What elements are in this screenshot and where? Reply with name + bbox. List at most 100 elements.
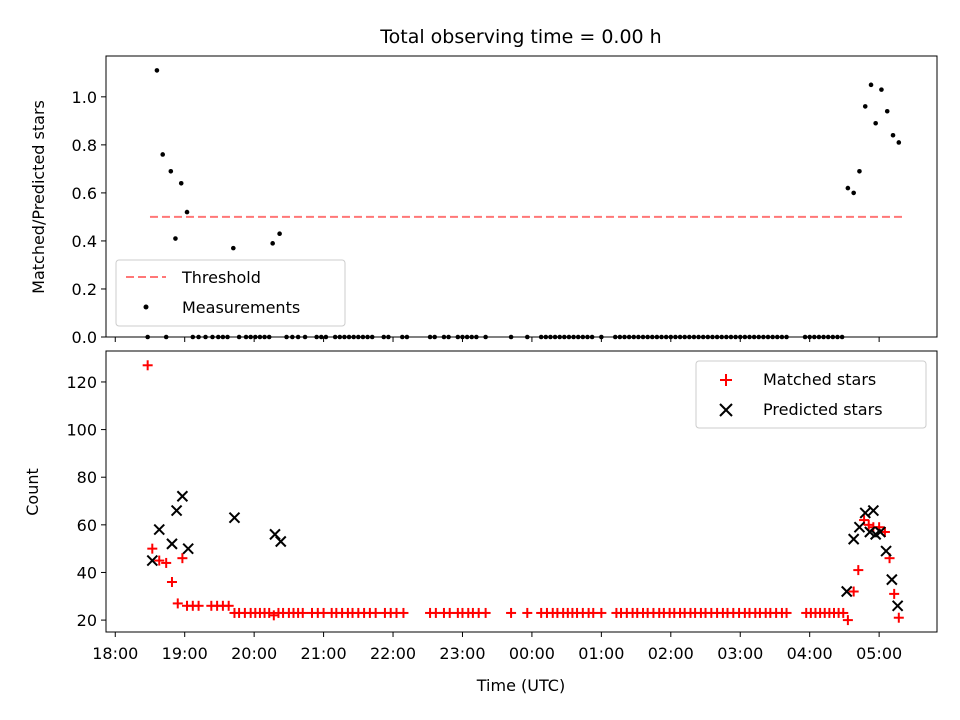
predicted-star-point — [864, 526, 876, 538]
matched-star-point — [177, 553, 188, 564]
matched-legend-label: Matched stars — [763, 370, 876, 389]
predicted-star-point — [176, 490, 189, 502]
ratio-y-tick-label: 1.0 — [72, 88, 97, 107]
predicted-star-point — [859, 507, 871, 519]
ratio-y-tick-label: 0.2 — [72, 280, 97, 299]
matched-star-point — [147, 543, 158, 554]
count-x-tick-label: 18:00 — [92, 644, 138, 663]
measurement-point — [873, 120, 878, 126]
measurement-point — [168, 168, 174, 174]
matched-star-point — [161, 557, 172, 568]
predicted-star-point — [182, 542, 194, 555]
matched-star-point — [142, 360, 153, 371]
measurement-point — [879, 87, 884, 92]
count-x-tick-label: 20:00 — [231, 644, 277, 663]
count-x-tick-label: 00:00 — [509, 644, 555, 663]
predicted-star-point — [153, 523, 165, 536]
measurements-legend-swatch — [143, 304, 149, 310]
measurement-point — [270, 241, 275, 246]
count-x-tick-label: 01:00 — [578, 644, 624, 663]
count-x-axis-label: Time (UTC) — [476, 676, 565, 695]
measurement-point — [173, 236, 178, 241]
count-y-axis-label: Count — [23, 468, 42, 516]
count-x-tick-label: 22:00 — [370, 644, 416, 663]
matched-star-point — [297, 607, 308, 618]
measurement-point — [896, 140, 902, 145]
ratio-y-tick-label: 0.4 — [72, 232, 97, 251]
matched-star-point — [166, 576, 177, 587]
measurements-legend-label: Measurements — [182, 298, 300, 317]
count-y-tick-label: 20 — [77, 611, 97, 630]
predicted-star-point — [847, 533, 860, 545]
matched-star-point — [480, 607, 491, 618]
count-legend-box — [695, 360, 927, 429]
count-y-axis: 20 40 60 80 100 120 — [66, 373, 106, 630]
ratio-y-tick-label: 0.6 — [72, 184, 97, 203]
measurement-point — [184, 209, 190, 215]
measurement-point — [884, 108, 890, 114]
count-x-tick-label: 21:00 — [301, 644, 347, 663]
measurement-point — [277, 231, 282, 237]
count-x-tick-label: 23:00 — [439, 644, 485, 663]
measurement-point — [890, 132, 896, 138]
ratio-y-tick-label: 0.0 — [72, 328, 97, 347]
matched-star-point — [893, 612, 904, 623]
ratio-panel: Total observing time = 0.00 h 0.0 0.2 0.4 0… — [29, 26, 938, 347]
ratio-y-axis-label: Matched/Predicted stars — [29, 100, 48, 294]
count-axes-frame — [105, 350, 938, 633]
predicted-star-point — [146, 554, 159, 567]
count-x-axis: 18:00 19:00 20:00 21:00 22:00 23:00 00:00 01:00… — [92, 632, 902, 663]
count-legend: Matched stars Predicted stars — [695, 360, 927, 429]
predicted-star-point — [886, 573, 898, 586]
measurement-point — [857, 168, 862, 174]
count-y-tick-label: 80 — [77, 468, 97, 487]
chart-title: Total observing time = 0.00 h — [379, 26, 661, 48]
measurement-point — [178, 180, 184, 186]
count-x-tick-label: 03:00 — [717, 644, 763, 663]
ratio-legend-box — [115, 259, 346, 327]
matched-star-point — [522, 607, 533, 618]
count-plot-area — [142, 360, 904, 626]
predicted-legend-label: Predicted stars — [763, 400, 883, 419]
count-y-tick-label: 60 — [77, 516, 97, 535]
ratio-axes-frame — [105, 55, 938, 338]
predicted-legend-swatch — [719, 403, 733, 417]
predicted-star-point — [228, 511, 241, 524]
measurement-point — [868, 82, 874, 88]
measurement-point — [231, 245, 236, 251]
ratio-y-tick-label: 0.8 — [72, 136, 97, 155]
count-x-tick-label: 04:00 — [787, 644, 833, 663]
measurement-point — [154, 68, 160, 73]
predicted-star-point — [841, 585, 853, 598]
count-y-tick-label: 120 — [66, 373, 97, 392]
matched-star-point — [596, 607, 607, 618]
threshold-legend-label: Threshold — [181, 268, 261, 287]
matched-star-point — [842, 615, 853, 626]
predicted-star-point — [853, 521, 866, 533]
measurement-point — [862, 104, 868, 109]
matched-star-point — [193, 600, 204, 611]
matched-star-point — [154, 555, 165, 566]
measurement-point — [160, 152, 166, 157]
matched-star-point — [172, 598, 183, 609]
matched-star-point — [848, 586, 859, 597]
predicted-star-point — [166, 538, 178, 550]
matched-star-point — [398, 607, 409, 618]
predicted-star-point — [880, 545, 892, 557]
matched-star-point — [370, 607, 381, 618]
count-x-tick-label: 02:00 — [648, 644, 694, 663]
predicted-star-point — [867, 504, 880, 517]
matched-star-point — [853, 565, 864, 576]
count-x-tick-label: 05:00 — [856, 644, 902, 663]
ratio-legend: Threshold Measurements — [115, 259, 346, 327]
measurement-point — [845, 185, 851, 191]
predicted-star-point — [275, 535, 287, 548]
matched-legend-swatch — [720, 374, 732, 386]
measurement-point — [851, 190, 856, 196]
matched-star-point — [838, 607, 849, 618]
count-x-tick-label: 19:00 — [162, 644, 208, 663]
predicted-star-point — [170, 504, 183, 517]
count-panel: 20 40 60 80 100 120 18:00 19:00 20:00 21:00 22:00… — [23, 350, 938, 695]
matched-star-point — [889, 588, 900, 599]
